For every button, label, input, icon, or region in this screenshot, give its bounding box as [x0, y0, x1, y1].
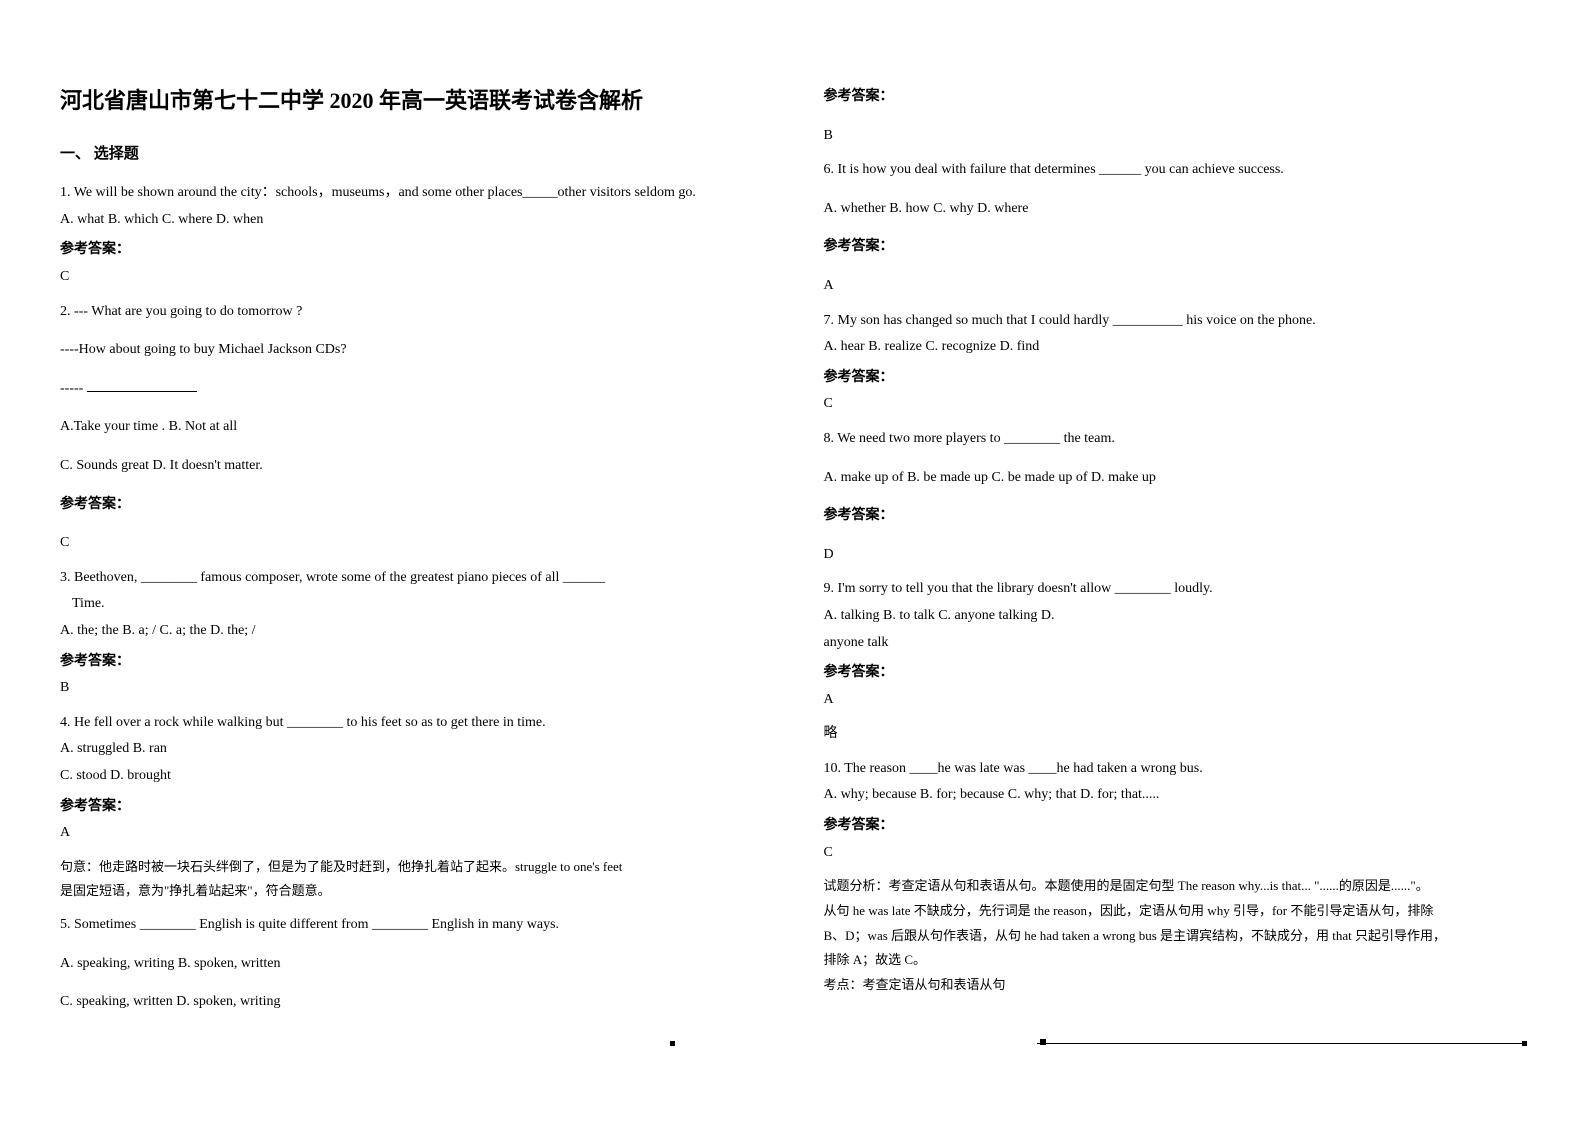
question-8: 8. We need two more players to ________ …: [824, 426, 1528, 568]
q6-answer: A: [824, 273, 1528, 300]
question-2: 2. --- What are you going to do tomorrow…: [60, 299, 764, 557]
q5-options-cd: C. speaking, written D. spoken, writing: [60, 989, 764, 1016]
footer-dot-mid: [1040, 1039, 1046, 1045]
q4-explain2: 是固定短语，意为"挣扎着站起来"，符合题意。: [60, 879, 764, 904]
q8-text: 8. We need two more players to ________ …: [824, 426, 1528, 453]
section-heading: 一、 选择题: [60, 140, 764, 169]
q6-options: A. whether B. how C. why D. where: [824, 196, 1528, 223]
q8-answer: D: [824, 542, 1528, 569]
q2-dashes: -----: [60, 381, 83, 396]
q4-explain1: 句意：他走路时被一块石头绊倒了，但是为了能及时赶到，他挣扎着站了起来。strug…: [60, 855, 764, 880]
q2-blank-row: -----: [60, 376, 764, 403]
q3-options: A. the; the B. a; / C. a; the D. the; /: [60, 618, 764, 645]
q9-answer: A: [824, 687, 1528, 714]
q8-options: A. make up of B. be made up C. be made u…: [824, 465, 1528, 492]
q9-lue: 略: [824, 721, 1528, 748]
q3-answer: B: [60, 675, 764, 702]
q10-text: 10. The reason ____he was late was ____h…: [824, 756, 1528, 783]
q2-line2: ----How about going to buy Michael Jacks…: [60, 337, 764, 364]
q10-options: A. why; because B. for; because C. why; …: [824, 782, 1528, 809]
q10-explain4: 排除 A；故选 C。: [824, 948, 1528, 973]
q2-answer: C: [60, 530, 764, 557]
q10-explain3: B、D；was 后跟从句作表语，从句 he had taken a wrong …: [824, 924, 1528, 949]
q10-explain5: 考点：考查定语从句和表语从句: [824, 973, 1528, 998]
question-4: 4. He fell over a rock while walking but…: [60, 710, 764, 904]
question-3: 3. Beethoven, ________ famous composer, …: [60, 565, 764, 702]
footer-dot-right: [1522, 1041, 1527, 1046]
q7-options: A. hear B. realize C. recognize D. find: [824, 334, 1528, 361]
footer-line: [1037, 1043, 1527, 1044]
question-6: 6. It is how you deal with failure that …: [824, 157, 1528, 299]
page-columns: 河北省唐山市第七十二中学 2020 年高一英语联考试卷含解析 一、 选择题 1.…: [60, 80, 1527, 1042]
q1-options: A. what B. which C. where D. when: [60, 207, 764, 234]
question-10: 10. The reason ____he was late was ____h…: [824, 756, 1528, 998]
q4-options-ab: A. struggled B. ran: [60, 736, 764, 763]
right-column: 参考答案： B 6. It is how you deal with failu…: [824, 80, 1528, 1042]
question-7: 7. My son has changed so much that I cou…: [824, 308, 1528, 418]
q7-answer: C: [824, 391, 1528, 418]
q4-answer-label: 参考答案：: [60, 794, 764, 821]
q5-answer: B: [824, 123, 1528, 150]
q8-answer-label: 参考答案：: [824, 503, 1528, 530]
q3-text2: Time.: [72, 591, 764, 618]
q5-text: 5. Sometimes ________ English is quite d…: [60, 912, 764, 939]
q6-text: 6. It is how you deal with failure that …: [824, 157, 1528, 184]
q10-answer: C: [824, 840, 1528, 867]
footer-dot-left: [670, 1041, 675, 1046]
q9-options: A. talking B. to talk C. anyone talking …: [824, 603, 1528, 630]
q1-answer-label: 参考答案：: [60, 237, 764, 264]
q1-answer: C: [60, 264, 764, 291]
q4-answer: A: [60, 820, 764, 847]
q4-options-cd: C. stood D. brought: [60, 763, 764, 790]
left-column: 河北省唐山市第七十二中学 2020 年高一英语联考试卷含解析 一、 选择题 1.…: [60, 80, 764, 1042]
question-9: 9. I'm sorry to tell you that the librar…: [824, 576, 1528, 748]
q9-text: 9. I'm sorry to tell you that the librar…: [824, 576, 1528, 603]
q2-options-cd: C. Sounds great D. It doesn't matter.: [60, 453, 764, 480]
question-1: 1. We will be shown around the city：scho…: [60, 180, 764, 290]
q3-answer-label: 参考答案：: [60, 649, 764, 676]
q2-blank: [87, 391, 197, 392]
q5-answer-label: 参考答案：: [824, 84, 1528, 111]
q7-text: 7. My son has changed so much that I cou…: [824, 308, 1528, 335]
exam-title: 河北省唐山市第七十二中学 2020 年高一英语联考试卷含解析: [60, 80, 764, 122]
q2-answer-label: 参考答案：: [60, 492, 764, 519]
q1-text: 1. We will be shown around the city：scho…: [60, 180, 764, 207]
q2-options-ab: A.Take your time . B. Not at all: [60, 414, 764, 441]
question-5: 5. Sometimes ________ English is quite d…: [60, 912, 764, 1016]
q9-options2: anyone talk: [824, 630, 1528, 657]
q6-answer-label: 参考答案：: [824, 234, 1528, 261]
q4-text: 4. He fell over a rock while walking but…: [60, 710, 764, 737]
q3-text: 3. Beethoven, ________ famous composer, …: [60, 565, 764, 592]
q10-explain2: 从句 he was late 不缺成分，先行词是 the reason，因此，定…: [824, 899, 1528, 924]
q10-answer-label: 参考答案：: [824, 813, 1528, 840]
q10-explain1: 试题分析：考查定语从句和表语从句。本题使用的是固定句型 The reason w…: [824, 874, 1528, 899]
q7-answer-label: 参考答案：: [824, 365, 1528, 392]
q2-line1: 2. --- What are you going to do tomorrow…: [60, 299, 764, 326]
q5-options-ab: A. speaking, writing B. spoken, written: [60, 951, 764, 978]
q9-answer-label: 参考答案：: [824, 660, 1528, 687]
